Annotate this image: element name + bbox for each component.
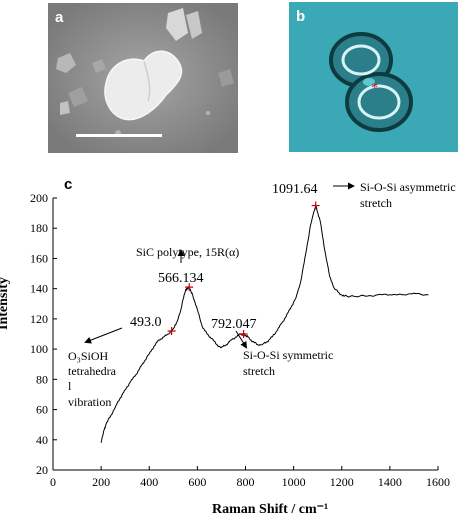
x-axis-title: Raman Shift / cm⁻¹ <box>212 502 328 517</box>
y-tick-label: 80 <box>36 372 48 386</box>
x-tick-label: 1600 <box>426 475 450 489</box>
peak-markers <box>167 201 320 338</box>
annotation-sym-line1: Si-O-Si symmetric <box>243 348 333 362</box>
probe-point-marker: * <box>371 81 378 96</box>
y-tick-label: 180 <box>30 221 48 235</box>
x-tick-label: 800 <box>237 475 255 489</box>
peak-label-493: 493.0 <box>130 315 162 330</box>
y-axis-title: Intensity <box>0 277 11 330</box>
annotation-o3-line2: tetrahedra <box>68 364 117 378</box>
optical-image: * <box>289 2 458 152</box>
axis-ticks: 0 200 400 600 800 1000 1200 1400 1600 20 40 60 80 100… <box>30 191 450 489</box>
annotation-sic: SiC polytype, 15R(α) <box>136 245 239 259</box>
raman-spectrum-line <box>100 204 429 443</box>
peak-label-566: 566.134 <box>158 271 204 286</box>
x-tick-label: 200 <box>92 475 110 489</box>
annotation-o3-line4: vibration <box>68 395 111 409</box>
arrow-o3 <box>84 327 123 344</box>
annotation-o3-line1: O₃SiOH <box>68 349 109 363</box>
scale-bar <box>76 134 162 137</box>
annotation-sym-line2: stretch <box>243 364 275 378</box>
y-tick-label: 20 <box>36 463 48 477</box>
panel-a-label: a <box>55 9 64 26</box>
y-tick-label: 120 <box>30 312 48 326</box>
y-tick-label: 40 <box>36 433 48 447</box>
x-tick-label: 1200 <box>330 475 354 489</box>
peak-marker <box>311 201 320 210</box>
annotation-asym-line2: stretch <box>360 196 392 210</box>
panel-c-label: c <box>64 176 73 193</box>
y-tick-label: 100 <box>30 342 48 356</box>
annotation-o3-line3: l <box>68 379 72 393</box>
peak-label-792: 792.047 <box>211 317 257 332</box>
panel-b-label: b <box>296 8 306 25</box>
y-tick-label: 60 <box>36 403 48 417</box>
x-tick-label: 1400 <box>378 475 402 489</box>
peak-marker <box>167 326 176 335</box>
x-tick-label: 0 <box>50 475 56 489</box>
optical-image-panel: * b <box>289 2 458 152</box>
arrow-sym <box>235 330 248 349</box>
annotation-asym-line1: Si-O-Si asymmetric <box>360 180 456 194</box>
y-tick-label: 140 <box>30 282 48 296</box>
x-tick-label: 1000 <box>282 475 306 489</box>
y-tick-label: 160 <box>30 251 48 265</box>
x-tick-label: 400 <box>140 475 158 489</box>
peak-label-1091: 1091.64 <box>272 182 318 197</box>
y-tick-label: 200 <box>30 191 48 205</box>
peak-marker <box>239 330 248 338</box>
sem-image-panel: a <box>48 3 238 153</box>
peak-marker <box>185 283 194 292</box>
x-tick-label: 600 <box>188 475 206 489</box>
sem-image <box>48 3 238 153</box>
